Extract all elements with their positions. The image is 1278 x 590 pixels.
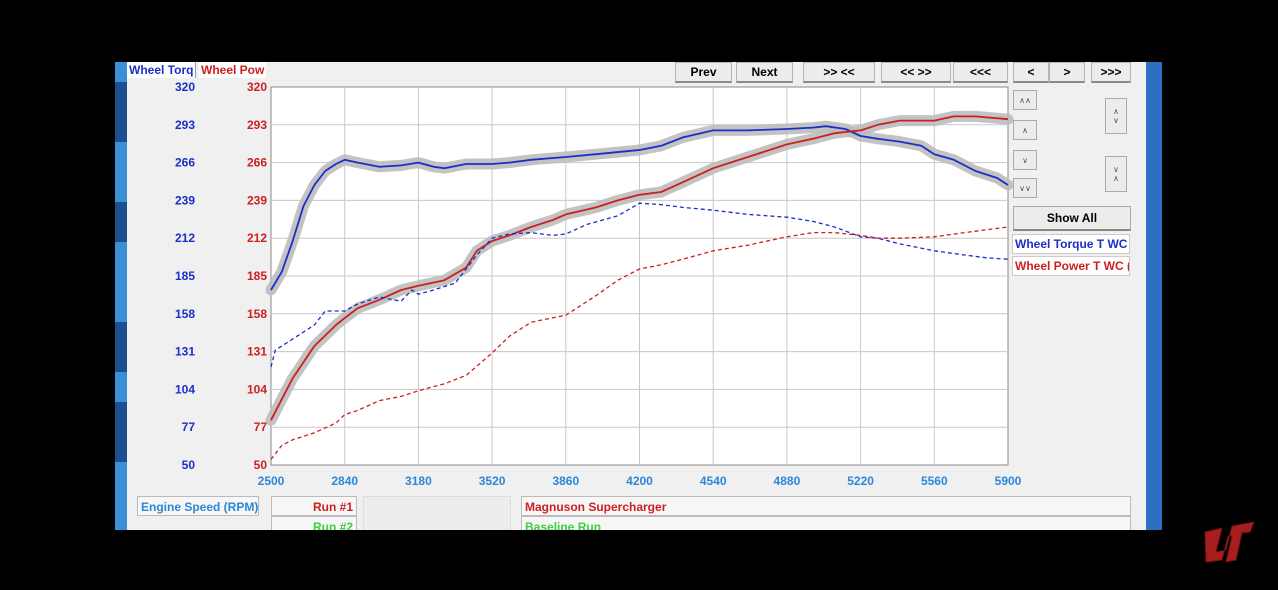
torque-tick-label: 185 xyxy=(175,269,195,283)
torque-tick-labels: 50 77 104 131 158 185 212 239 266 293 320 xyxy=(175,80,195,472)
x-tick-label: 3180 xyxy=(405,474,432,488)
forward-button[interactable]: > xyxy=(1049,62,1085,83)
x-tick-labels: 2500 2840 3180 3520 3860 4200 4540 4880 5220 5560… xyxy=(258,474,1022,488)
legend-torque[interactable]: Wheel Torque T WC xyxy=(1012,234,1130,254)
torque-tick-label: 293 xyxy=(175,118,195,132)
x-tick-label: 2500 xyxy=(258,474,285,488)
x-tick-label: 3520 xyxy=(479,474,506,488)
torque-tick-label: 158 xyxy=(175,307,195,321)
torque-tick-label: 320 xyxy=(175,80,195,94)
x-tick-label: 3860 xyxy=(552,474,579,488)
torque-tick-label: 131 xyxy=(175,345,195,359)
scale-down-button[interactable]: ∨ xyxy=(1013,150,1037,170)
first-page-button[interactable]: <<< xyxy=(953,62,1008,83)
series-line xyxy=(270,115,1009,421)
torque-tick-label: 212 xyxy=(175,231,195,245)
window-right-border xyxy=(1146,62,1162,530)
run-preview xyxy=(363,496,511,530)
torque-tick-label: 50 xyxy=(182,458,196,472)
power-tick-label: 185 xyxy=(247,269,267,283)
power-tick-label: 212 xyxy=(247,231,267,245)
torque-axis-title: Wheel Torq xyxy=(127,62,197,78)
series-line xyxy=(270,125,1009,291)
down-icon: ∨ xyxy=(1022,155,1028,165)
series-line xyxy=(270,202,1009,368)
prev-button[interactable]: Prev xyxy=(675,62,732,83)
torque-tick-label: 104 xyxy=(175,382,195,396)
last-page-button[interactable]: >>> xyxy=(1091,62,1131,83)
up-icon: ∧ xyxy=(1022,125,1028,135)
power-tick-label: 131 xyxy=(247,345,267,359)
x-tick-label: 4200 xyxy=(626,474,653,488)
brand-logo-icon xyxy=(1204,521,1255,563)
power-tick-labels: 50 77 104 131 158 185 212 239 266 293 320 xyxy=(247,80,267,472)
torque-tick-label: 266 xyxy=(175,156,195,170)
power-tick-label: 239 xyxy=(247,193,267,207)
expand-range-button[interactable]: ∧ ∨ xyxy=(1105,98,1127,134)
x-tick-label: 5220 xyxy=(847,474,874,488)
xaxis-channel-label: Engine Speed (RPM) xyxy=(137,496,259,516)
power-tick-label: 104 xyxy=(247,382,267,396)
run2-description[interactable]: Baseline Run xyxy=(521,516,1131,530)
power-tick-label: 50 xyxy=(254,458,268,472)
power-tick-label: 158 xyxy=(247,307,267,321)
double-up-icon: ∧∧ xyxy=(1019,95,1031,105)
show-all-button[interactable]: Show All xyxy=(1013,206,1131,231)
power-axis-title: Wheel Pow xyxy=(199,62,267,78)
x-tick-label: 4880 xyxy=(774,474,801,488)
series-lines xyxy=(270,115,1009,460)
power-tick-label: 320 xyxy=(247,80,267,94)
legend-power[interactable]: Wheel Power T WC ( xyxy=(1012,256,1130,276)
dyno-chart: 2500 2840 3180 3520 3860 4200 4540 4880 5220 5560… xyxy=(175,80,1022,488)
run2-label[interactable]: Run #2 xyxy=(271,516,357,530)
run1-label[interactable]: Run #1 xyxy=(271,496,357,516)
power-tick-label: 293 xyxy=(247,118,267,132)
x-tick-label: 2840 xyxy=(331,474,358,488)
zoom-out-button[interactable]: << >> xyxy=(881,62,951,83)
expand-icon: ∧ ∨ xyxy=(1113,107,1119,125)
x-tick-label: 4540 xyxy=(700,474,727,488)
scale-up-button[interactable]: ∧ xyxy=(1013,120,1037,140)
dyno-app-window: 2500 2840 3180 3520 3860 4200 4540 4880 5220 5560… xyxy=(115,62,1162,530)
torque-tick-label: 77 xyxy=(182,420,196,434)
scale-down-fast-button[interactable]: ∨∨ xyxy=(1013,178,1037,198)
desktop-edge-strip xyxy=(115,62,127,530)
torque-tick-label: 239 xyxy=(175,193,195,207)
scale-up-fast-button[interactable]: ∧∧ xyxy=(1013,90,1037,110)
shrink-icon: ∨ ∧ xyxy=(1113,165,1119,183)
double-down-icon: ∨∨ xyxy=(1019,183,1031,193)
next-button[interactable]: Next xyxy=(736,62,793,83)
power-tick-label: 77 xyxy=(254,420,268,434)
shrink-range-button[interactable]: ∨ ∧ xyxy=(1105,156,1127,192)
back-button[interactable]: < xyxy=(1013,62,1049,83)
power-tick-label: 266 xyxy=(247,156,267,170)
x-tick-label: 5900 xyxy=(995,474,1022,488)
x-tick-label: 5560 xyxy=(921,474,948,488)
zoom-in-button[interactable]: >> << xyxy=(803,62,875,83)
run1-description[interactable]: Magnuson Supercharger xyxy=(521,496,1131,516)
